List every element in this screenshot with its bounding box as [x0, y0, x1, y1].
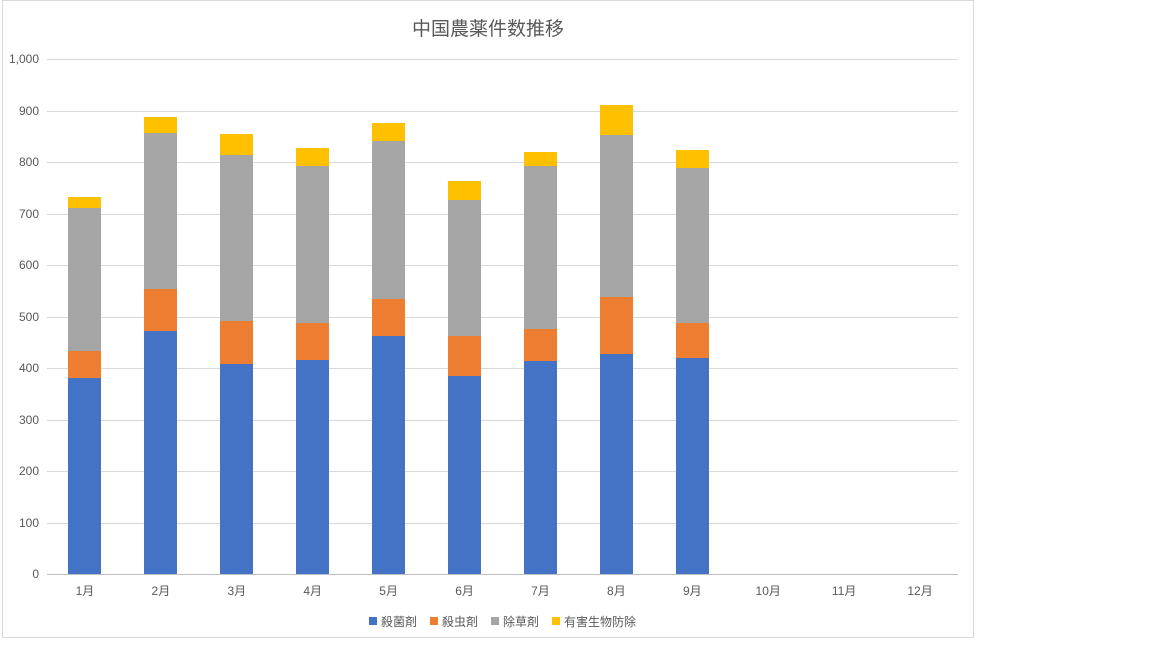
bar-segment[interactable]: [296, 360, 330, 574]
bar-segment[interactable]: [296, 148, 330, 167]
bar-segment[interactable]: [523, 328, 557, 361]
gridline: [47, 110, 958, 112]
x-tick-label: 1月: [75, 584, 95, 598]
bar-segment[interactable]: [144, 117, 178, 133]
y-tick-label: 700: [18, 206, 39, 221]
bar-segment[interactable]: [68, 351, 102, 378]
legend-label: 除草剤: [503, 614, 540, 629]
x-tick-label: 4月: [303, 584, 323, 598]
gridline: [47, 59, 958, 60]
legend-swatch-icon: [491, 617, 499, 625]
bar-segment[interactable]: [523, 151, 557, 166]
x-tick-label: 12月: [907, 584, 933, 598]
bar-segment[interactable]: [599, 135, 633, 297]
bar-segment[interactable]: [68, 207, 102, 351]
bar-segment[interactable]: [675, 357, 709, 574]
y-tick-label: 400: [18, 361, 39, 375]
legend-swatch-icon: [552, 617, 561, 625]
chart-frame[interactable]: 中国農薬件数推移 0 100 200 300 400 500 600 700 800 900 1,0…: [2, 0, 974, 638]
bar-segment[interactable]: [220, 155, 254, 322]
y-tick-label: 600: [18, 258, 39, 272]
gridline: [47, 213, 958, 215]
legend-label: 有害生物防除: [564, 614, 637, 629]
bar-segment[interactable]: [296, 323, 330, 361]
x-tick-label: 8月: [607, 584, 626, 598]
bar-segment[interactable]: [675, 168, 709, 323]
bar-segment[interactable]: [144, 132, 178, 290]
bar-segment[interactable]: [220, 133, 254, 156]
bar-segment[interactable]: [523, 165, 557, 329]
y-tick-label: 100: [18, 515, 39, 530]
bar-segment[interactable]: [448, 181, 482, 200]
bar-segment[interactable]: [675, 150, 709, 169]
bar-segment[interactable]: [220, 364, 254, 574]
bar-segment[interactable]: [675, 322, 709, 358]
bar-segment[interactable]: [599, 105, 633, 136]
gridline: [47, 522, 958, 524]
bar-segment[interactable]: [599, 296, 633, 354]
gridline: [47, 471, 958, 472]
y-tick-label: 200: [18, 464, 39, 478]
legend: 殺菌剤 殺虫剤 除草剤 有害生物防除: [47, 613, 958, 629]
bar-segment[interactable]: [372, 298, 406, 337]
bar-segment[interactable]: [372, 141, 406, 299]
bar-segment[interactable]: [523, 360, 557, 574]
x-tick-label: 6月: [455, 584, 474, 598]
legend-item[interactable]: 除草剤: [491, 613, 539, 630]
bar-segment[interactable]: [68, 377, 102, 574]
x-tick-label: 11月: [831, 584, 857, 598]
bar-segment[interactable]: [448, 376, 482, 574]
y-tick-label: 1,000: [8, 52, 39, 66]
x-axis-line: [47, 574, 958, 575]
bar-segment[interactable]: [448, 335, 482, 377]
bar-segment[interactable]: [144, 330, 178, 574]
bar-segment[interactable]: [372, 123, 406, 142]
legend-label: 殺菌剤: [380, 614, 417, 629]
chart-title: 中国農薬件数推移: [411, 19, 564, 40]
legend-item[interactable]: 殺虫剤: [429, 613, 478, 630]
y-tick-label: 0: [32, 567, 39, 581]
legend-item[interactable]: 有害生物防除: [552, 613, 636, 630]
legend-swatch-icon: [368, 617, 377, 625]
x-tick-label: 3月: [227, 584, 247, 598]
gridline: [47, 162, 958, 163]
bar-segment[interactable]: [144, 289, 178, 331]
legend-swatch-icon: [429, 617, 438, 625]
x-tick-label: 5月: [379, 584, 398, 598]
legend-item[interactable]: 殺菌剤: [368, 613, 417, 630]
legend-label: 殺虫剤: [441, 614, 478, 629]
x-tick-label: 9月: [682, 584, 702, 598]
y-tick-label: 500: [18, 309, 39, 324]
bar-segment[interactable]: [372, 336, 406, 574]
bar-segment[interactable]: [220, 321, 254, 365]
gridline: [47, 316, 958, 318]
x-tick-label: 10月: [755, 584, 781, 598]
y-tick-label: 800: [18, 155, 39, 169]
x-tick-label: 2月: [151, 584, 171, 598]
bar-segment[interactable]: [448, 199, 482, 336]
gridline: [47, 419, 958, 421]
x-tick-label: 7月: [531, 584, 550, 598]
bar-segment[interactable]: [599, 353, 633, 574]
gridline: [47, 368, 958, 369]
y-tick-label: 300: [18, 412, 39, 427]
y-tick-label: 900: [18, 103, 39, 118]
bar-segment[interactable]: [296, 166, 330, 324]
gridline: [47, 265, 958, 266]
bar-segment[interactable]: [68, 197, 102, 208]
